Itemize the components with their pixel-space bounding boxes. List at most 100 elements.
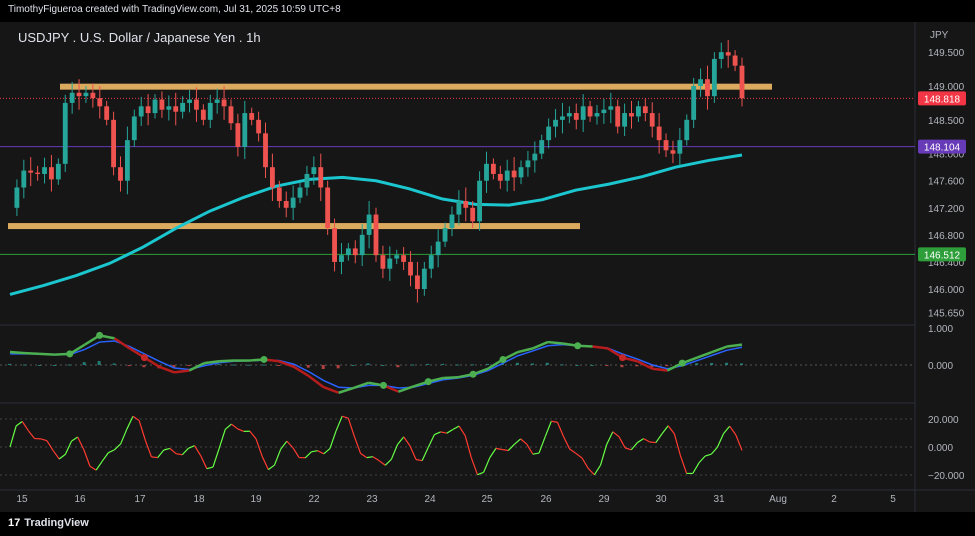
momentum-segment bbox=[427, 434, 435, 448]
candle-body bbox=[297, 187, 303, 198]
momentum-segment bbox=[458, 425, 466, 436]
candle-body bbox=[124, 140, 130, 181]
osc-fast-segment bbox=[726, 343, 743, 348]
y-tick-label: 148.500 bbox=[928, 116, 965, 127]
osc-fast-segment bbox=[517, 347, 534, 354]
momentum-segment bbox=[120, 428, 128, 445]
osc-histogram-bar bbox=[411, 364, 415, 366]
momentum-segment bbox=[360, 452, 368, 459]
momentum-segment bbox=[132, 415, 140, 422]
osc-histogram-bar bbox=[261, 364, 265, 366]
momentum-segment bbox=[446, 428, 454, 434]
candle-body bbox=[635, 106, 641, 117]
momentum-segment bbox=[138, 420, 146, 441]
candle-body bbox=[62, 102, 68, 164]
x-tick-label: 26 bbox=[540, 494, 552, 505]
tradingview-logo-mark: 17 bbox=[8, 517, 21, 529]
price-marker-badge bbox=[918, 91, 966, 106]
candle-body bbox=[359, 234, 365, 256]
chart-svg[interactable]: 149.500 149.000 148.500 148.000 147.600 147.2… bbox=[0, 22, 975, 512]
price-marker-label: 148.104 bbox=[924, 143, 961, 154]
candle-body bbox=[656, 126, 662, 141]
momentum-segment bbox=[514, 438, 521, 445]
candle-body bbox=[235, 123, 241, 147]
momentum-segment bbox=[323, 448, 331, 455]
momentum-segment bbox=[267, 464, 275, 471]
x-tick-label: 22 bbox=[308, 494, 320, 505]
osc-histogram-bar bbox=[575, 365, 579, 366]
osc-histogram-bar bbox=[740, 363, 743, 365]
candle-body bbox=[373, 214, 379, 256]
momentum-segment bbox=[261, 456, 269, 470]
candle-body bbox=[283, 201, 289, 208]
momentum-segment bbox=[58, 453, 66, 460]
osc-signal-dot bbox=[469, 370, 477, 378]
momentum-segment bbox=[46, 440, 54, 451]
osc-histogram-bar bbox=[366, 363, 370, 365]
chart-area[interactable]: 149.500 149.000 148.500 148.000 147.600 147.2… bbox=[0, 22, 975, 512]
tradingview-logo-text: TradingView bbox=[24, 517, 89, 529]
candle-body bbox=[435, 241, 441, 256]
osc-fast-segment bbox=[443, 375, 459, 380]
osc-histogram-bar bbox=[187, 365, 191, 366]
momentum-segment bbox=[83, 449, 91, 467]
candle-body bbox=[366, 214, 372, 235]
momentum-segment bbox=[194, 445, 202, 456]
osc-histogram-bar bbox=[22, 364, 26, 366]
y-tick-label: 146.000 bbox=[928, 285, 965, 296]
momentum-segment bbox=[624, 447, 632, 451]
osc-fast-segment bbox=[9, 350, 26, 355]
price-marker-badge bbox=[918, 139, 966, 154]
candle-body bbox=[566, 113, 572, 117]
osc-histogram-bar bbox=[695, 363, 699, 365]
candle-body bbox=[394, 255, 400, 259]
osc-signal-dot bbox=[499, 355, 507, 363]
momentum-segment bbox=[637, 438, 644, 444]
y-tick-label: 149.500 bbox=[928, 48, 965, 59]
momentum-segment bbox=[415, 458, 423, 462]
candle-body bbox=[449, 214, 455, 229]
osc-signal-dot bbox=[66, 350, 74, 358]
momentum-segment bbox=[710, 446, 718, 455]
candle-body bbox=[311, 167, 317, 174]
osc-signal-dot bbox=[618, 354, 626, 362]
candle-body bbox=[207, 102, 213, 120]
momentum-segment bbox=[692, 462, 700, 474]
candle-body bbox=[442, 228, 448, 242]
momentum-segment bbox=[353, 436, 362, 454]
candle-body bbox=[345, 248, 351, 256]
momentum-segment bbox=[366, 456, 374, 459]
x-tick-label: 30 bbox=[655, 494, 667, 505]
candle-body bbox=[104, 106, 110, 120]
osc-y-tick-label: 0.000 bbox=[928, 361, 953, 372]
momentum-segment bbox=[452, 425, 460, 431]
candle-body bbox=[698, 79, 703, 86]
candle-body bbox=[615, 106, 621, 127]
candle-body bbox=[214, 99, 220, 103]
osc-fast-segment bbox=[323, 386, 340, 394]
osc-fast-segment bbox=[547, 340, 563, 345]
tradingview-logo[interactable]: 17 TradingView bbox=[8, 517, 89, 529]
momentum-segment bbox=[280, 440, 288, 450]
momentum-segment bbox=[704, 453, 712, 457]
candle-body bbox=[587, 106, 593, 117]
momentum-segment bbox=[483, 457, 491, 473]
candle-body bbox=[332, 228, 337, 262]
osc-histogram-bar bbox=[725, 362, 729, 365]
candle-body bbox=[421, 268, 427, 289]
candle-body bbox=[325, 187, 331, 229]
osc-fast-segment bbox=[204, 360, 220, 365]
candle-body bbox=[677, 140, 683, 154]
osc-histogram-bar bbox=[127, 365, 131, 367]
momentum-segment bbox=[9, 425, 17, 448]
candle-body bbox=[173, 106, 179, 112]
y-tick-label: 146.400 bbox=[928, 258, 965, 269]
osc-fast-segment bbox=[219, 359, 235, 363]
candle-body bbox=[242, 113, 248, 147]
momentum-segment bbox=[114, 443, 122, 451]
osc-signal-dot bbox=[96, 331, 104, 339]
osc-histogram-bar bbox=[441, 363, 445, 365]
y-tick-label: 145.650 bbox=[928, 309, 965, 320]
osc-fast-segment bbox=[397, 385, 414, 393]
